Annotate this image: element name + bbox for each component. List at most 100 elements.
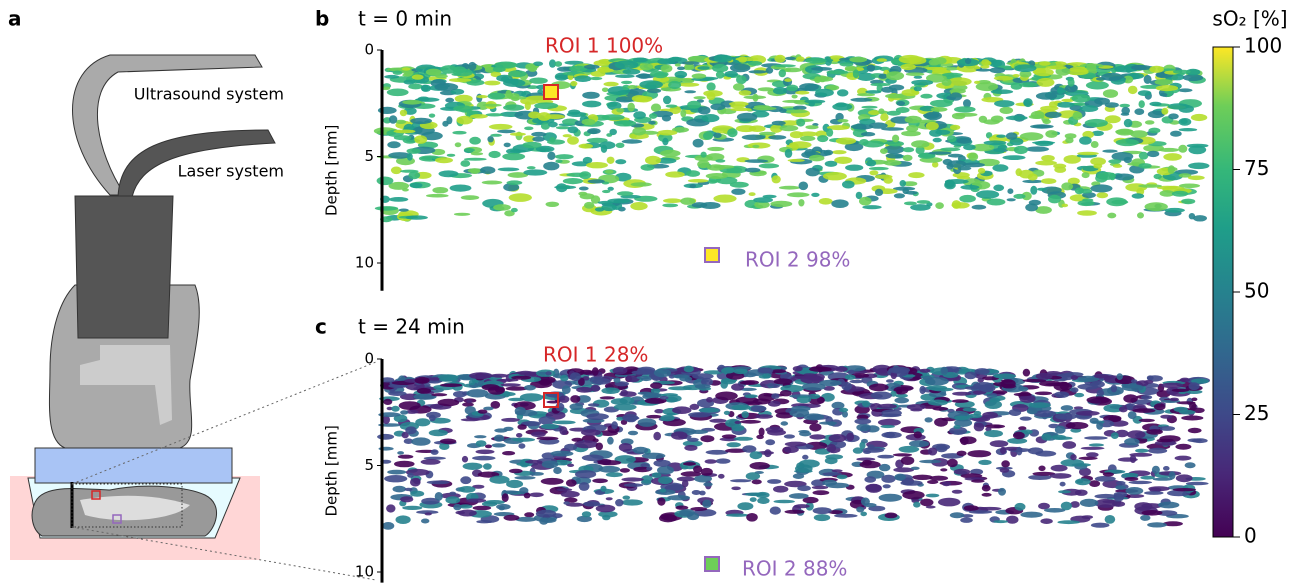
image-patch xyxy=(819,379,842,387)
image-patch xyxy=(490,401,501,409)
image-patch xyxy=(1091,130,1104,136)
image-patch xyxy=(1112,164,1123,168)
image-patch xyxy=(802,496,819,504)
image-patch xyxy=(993,75,1014,81)
probe xyxy=(74,195,174,339)
image-patch xyxy=(1069,105,1083,111)
image-patch xyxy=(630,182,652,187)
image-patch xyxy=(502,152,526,161)
image-patch xyxy=(866,65,876,72)
image-patch xyxy=(680,109,687,118)
image-patch xyxy=(1074,187,1084,195)
image-patch xyxy=(874,174,893,179)
image-patch xyxy=(567,136,579,145)
roi-2-marker xyxy=(112,514,122,524)
image-patch xyxy=(622,414,639,422)
image-patch xyxy=(1002,383,1016,389)
image-patch xyxy=(483,406,494,411)
image-patch xyxy=(676,476,696,482)
image-patch xyxy=(932,137,942,143)
image-patch xyxy=(461,455,469,463)
image-patch xyxy=(1001,460,1010,468)
image-patch xyxy=(1137,90,1152,96)
image-patch xyxy=(952,368,960,373)
image-patch xyxy=(713,165,735,169)
image-patch xyxy=(920,498,934,507)
image-patch xyxy=(1088,443,1104,447)
image-patch xyxy=(552,420,576,425)
image-patch xyxy=(394,460,415,468)
colorbar xyxy=(1212,46,1234,538)
image-patch xyxy=(963,99,971,108)
image-patch xyxy=(1124,477,1139,481)
image-patch xyxy=(657,129,678,136)
image-patch xyxy=(564,443,578,451)
image-patch xyxy=(522,141,542,149)
image-patch xyxy=(1051,434,1067,440)
image-patch xyxy=(881,474,896,483)
image-patch xyxy=(400,496,414,503)
image-patch xyxy=(1015,168,1023,177)
image-patch xyxy=(718,473,725,479)
image-patch xyxy=(741,380,759,385)
image-patch xyxy=(435,74,448,79)
image-patch xyxy=(590,384,601,392)
image-patch xyxy=(1060,501,1072,511)
image-patch xyxy=(511,375,532,380)
image-patch xyxy=(693,465,703,473)
image-patch xyxy=(475,449,495,455)
image-patch xyxy=(397,454,414,459)
image-patch xyxy=(1082,198,1094,202)
image-patch xyxy=(417,96,430,102)
image-patch xyxy=(1107,212,1117,219)
image-patch xyxy=(1078,456,1098,460)
image-patch xyxy=(576,515,593,523)
image-patch xyxy=(952,391,972,396)
image-patch xyxy=(562,118,579,126)
panel-label: a xyxy=(8,7,22,31)
image-patch xyxy=(576,395,591,403)
image-patch xyxy=(398,208,409,212)
image-patch xyxy=(594,207,605,212)
image-patch xyxy=(915,146,925,155)
image-patch xyxy=(506,479,524,489)
image-patch xyxy=(378,412,401,418)
image-patch xyxy=(805,167,820,177)
image-patch xyxy=(825,454,844,460)
image-patch xyxy=(1084,436,1108,440)
image-patch xyxy=(731,188,746,195)
image-patch xyxy=(490,133,502,137)
image-patch xyxy=(984,424,1006,429)
image-patch xyxy=(866,159,877,167)
image-patch xyxy=(476,520,493,524)
image-patch xyxy=(954,418,973,427)
image-patch xyxy=(1187,427,1202,434)
image-patch xyxy=(686,512,700,521)
image-patch xyxy=(1007,188,1014,194)
image-patch xyxy=(538,416,556,425)
image-patch xyxy=(1005,132,1018,140)
image-patch xyxy=(893,467,915,473)
image-patch xyxy=(549,59,556,68)
image-patch xyxy=(1048,101,1058,108)
image-patch xyxy=(1115,138,1139,147)
image-patch xyxy=(906,404,926,410)
image-patch xyxy=(683,365,694,373)
image-patch xyxy=(539,379,551,386)
image-patch xyxy=(713,132,722,138)
image-patch xyxy=(1081,515,1094,519)
image-patch xyxy=(901,130,921,137)
image-patch xyxy=(1065,84,1078,93)
image-patch xyxy=(477,409,488,414)
image-patch xyxy=(842,180,855,189)
image-patch xyxy=(410,117,432,125)
image-patch xyxy=(658,476,673,485)
image-patch xyxy=(601,387,620,395)
image-patch xyxy=(738,90,752,96)
image-patch xyxy=(1141,510,1163,516)
image-patch xyxy=(388,152,411,159)
image-patch xyxy=(607,436,614,445)
image-patch xyxy=(523,492,531,499)
image-patch xyxy=(448,78,472,83)
image-patch xyxy=(521,421,541,427)
